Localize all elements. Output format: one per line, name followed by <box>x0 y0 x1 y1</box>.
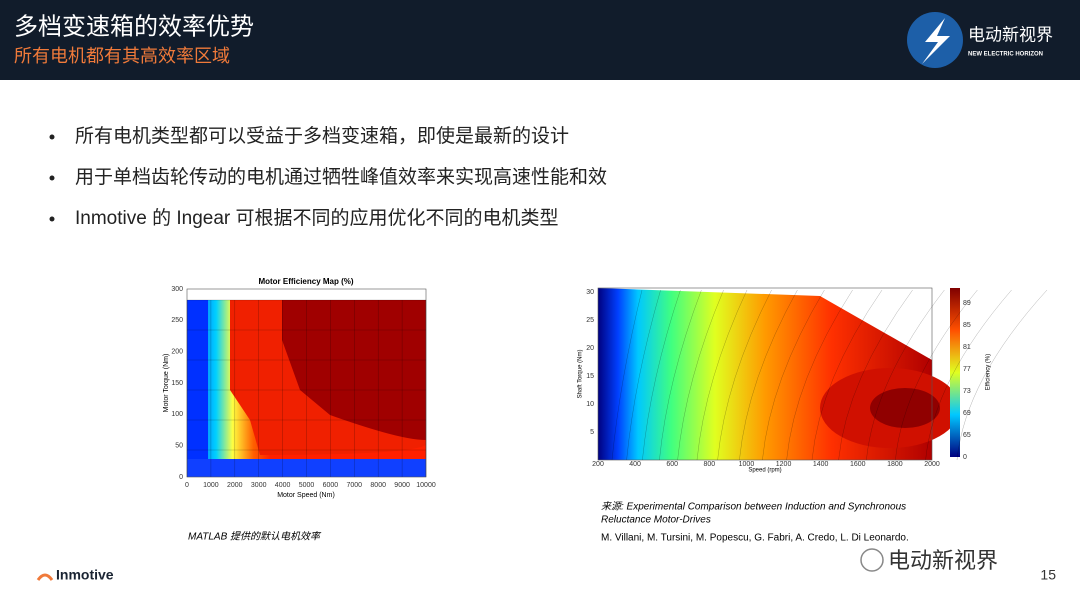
x-tick-label: 1200 <box>776 461 792 468</box>
contour-line <box>811 289 883 461</box>
heatmap-dark <box>282 300 426 440</box>
y-tick-label: 25 <box>586 317 594 324</box>
contour-line <box>956 289 1048 461</box>
bullet-text: 用于单档齿轮传动的电机通过牺牲峰值效率来实现高速性能和效 <box>75 166 607 188</box>
x-tick-label: 8000 <box>370 482 386 489</box>
contour-line <box>838 289 913 461</box>
y-tick-label: 20 <box>586 345 594 352</box>
x-tick-label: 3000 <box>251 482 267 489</box>
x-tick-label: 1000 <box>203 482 219 489</box>
subtitle: 所有电机都有其高效率区域 <box>14 46 230 66</box>
title: 多档变速箱的效率优势 <box>14 13 254 40</box>
x-tick-label: 200 <box>592 461 604 468</box>
y-tick-label: 50 <box>175 443 183 450</box>
heatmap-floor <box>187 459 426 477</box>
contour-line <box>626 289 661 461</box>
contour-line <box>659 289 702 461</box>
colorbar-tick-label: 81 <box>963 344 971 351</box>
x-tick-label: 7000 <box>347 482 363 489</box>
right-x-label: Speed (rpm) <box>748 468 781 474</box>
y-tick-label: 100 <box>171 411 183 418</box>
logo-name: 电动新视界 <box>968 25 1053 44</box>
colorbar-tick-label: 69 <box>963 410 971 417</box>
colorbar-label: Efficiency (%) <box>986 354 992 391</box>
contour-line <box>611 289 643 461</box>
y-tick-label: 30 <box>586 289 594 296</box>
colorbar-tick-label: 77 <box>963 366 971 373</box>
left-frame <box>186 288 427 478</box>
bullet-text: 所有电机类型都可以受益于多档变速箱，即使是最新的设计 <box>75 125 569 147</box>
x-tick-label: 1600 <box>850 461 866 468</box>
x-tick-label: 2000 <box>227 482 243 489</box>
left-y-label: Motor Torque (Nm) <box>163 354 170 413</box>
colorbar-tick-label: 73 <box>963 388 971 395</box>
contour-line <box>866 289 945 461</box>
logo-bolt <box>922 18 950 64</box>
contour-line <box>717 289 772 461</box>
contour-line <box>786 289 853 461</box>
x-tick-label: 600 <box>666 461 678 468</box>
colorbar-tick-label: 0 <box>963 454 967 461</box>
x-tick-label: 10000 <box>416 482 436 489</box>
bullet-dot <box>49 134 55 140</box>
x-tick-label: 6000 <box>323 482 339 489</box>
contour-line <box>696 289 748 461</box>
brand: Inmotive <box>56 567 114 583</box>
x-tick-label: 1000 <box>739 461 755 468</box>
colorbar-tick-label: 89 <box>963 300 971 307</box>
x-tick-label: 800 <box>703 461 715 468</box>
colorbar-tick-label: 65 <box>963 432 971 439</box>
contour-peak <box>870 388 940 428</box>
y-tick-label: 250 <box>171 317 183 324</box>
x-tick-label: 0 <box>185 482 189 489</box>
x-tick-label: 400 <box>629 461 641 468</box>
y-tick-label: 150 <box>171 380 183 387</box>
x-tick-label: 5000 <box>299 482 315 489</box>
logo-tagline: NEW ELECTRIC HORIZON <box>968 52 1043 58</box>
contour-line <box>642 289 681 461</box>
x-tick-label: 9000 <box>394 482 410 489</box>
source-1: 来源: Experimental Comparison between Indu… <box>601 501 906 513</box>
contour-line <box>925 289 1012 461</box>
wechat-icon <box>860 548 884 572</box>
x-tick-label: 2000 <box>924 461 940 468</box>
colorbar <box>950 288 960 457</box>
left-title: Motor Efficiency Map (%) <box>258 277 353 286</box>
bullet-dot <box>49 216 55 222</box>
contour-line <box>895 289 978 461</box>
authors: M. Villani, M. Tursini, M. Popescu, G. F… <box>601 533 909 544</box>
y-tick-label: 10 <box>586 401 594 408</box>
right-y-label: Shaft Torque (Nm) <box>578 350 584 399</box>
contour-line <box>677 289 724 461</box>
brand-mark <box>36 573 54 581</box>
bullet-dot <box>49 175 55 181</box>
watermark: 电动新视界 <box>888 548 998 573</box>
y-tick-label: 300 <box>171 286 183 293</box>
x-tick-label: 1800 <box>887 461 903 468</box>
header-bar <box>0 0 1080 80</box>
y-tick-label: 200 <box>171 349 183 356</box>
contour-line <box>762 289 825 461</box>
page-number: 15 <box>1040 567 1056 583</box>
x-tick-label: 4000 <box>275 482 291 489</box>
source-2: Reluctance Motor-Drives <box>601 515 711 526</box>
bullet-text: Inmotive 的 Ingear 可根据不同的应用优化不同的电机类型 <box>75 207 559 229</box>
colorbar-tick-label: 85 <box>963 322 971 329</box>
x-tick-label: 1400 <box>813 461 829 468</box>
y-tick-label: 0 <box>179 474 183 481</box>
contour-line <box>739 289 798 461</box>
right-frame <box>597 287 933 461</box>
left-x-label: Motor Speed (Nm) <box>277 492 335 499</box>
left-caption: MATLAB 提供的默认电机效率 <box>188 531 322 543</box>
y-tick-label: 15 <box>586 373 594 380</box>
y-tick-label: 5 <box>590 429 594 436</box>
